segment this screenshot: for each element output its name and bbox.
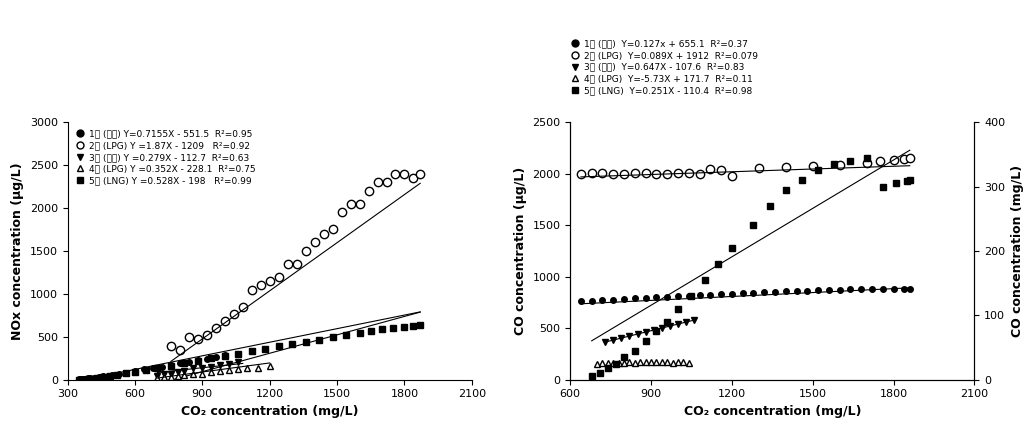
Y-axis label: CO concentration (μg/L): CO concentration (μg/L): [513, 167, 527, 335]
Legend: 1차 (등유)  Y=0.127x + 655.1  R²=0.37, 2차 (LPG)  Y=0.089X + 1912  R²=0.079, 3차 (등유): 1차 (등유) Y=0.127x + 655.1 R²=0.37, 2차 (LP…: [566, 36, 761, 98]
X-axis label: CO₂ concentration (mg/L): CO₂ concentration (mg/L): [683, 405, 861, 418]
Y-axis label: NOx concentration (μg/L): NOx concentration (μg/L): [11, 162, 24, 340]
Y-axis label: CO concentration (mg/L): CO concentration (mg/L): [1011, 165, 1024, 337]
X-axis label: CO₂ concentration (mg/L): CO₂ concentration (mg/L): [181, 405, 358, 418]
Legend: 1차 (등유) Y=0.7155X - 551.5  R²=0.95, 2차 (LPG) Y =1.87X - 1209   R²=0.92, 3차 (등유) : 1차 (등유) Y=0.7155X - 551.5 R²=0.95, 2차 (L…: [72, 127, 259, 188]
